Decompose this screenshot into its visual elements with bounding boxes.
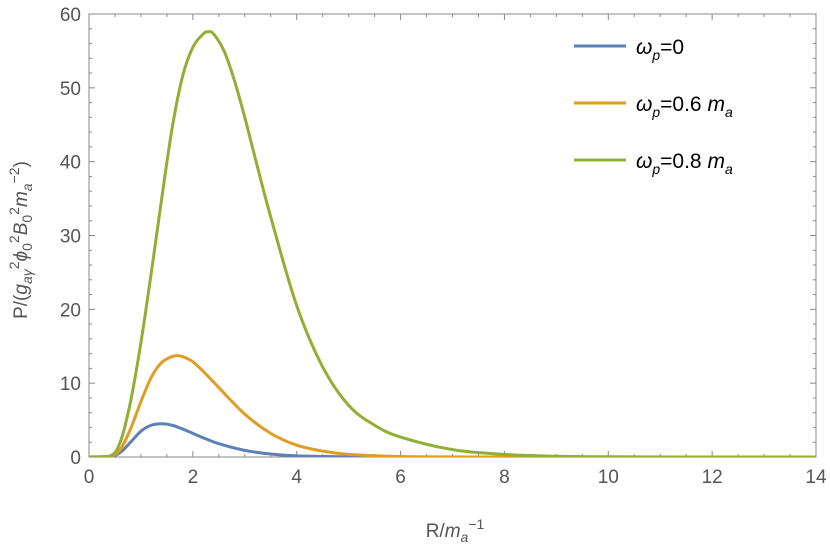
legend-label: ωp=0.8 ma: [636, 150, 733, 177]
series-line-1: [89, 422, 816, 457]
legend-item-2: ωp=0.6 ma: [574, 93, 733, 120]
series-line-3: [89, 30, 816, 457]
plot-frame: [88, 13, 817, 458]
legend-item-3: ωp=0.8 ma: [574, 150, 733, 177]
x-tick-label: 8: [499, 467, 510, 488]
axes: [88, 13, 817, 458]
y-tick-label: 0: [70, 448, 81, 469]
x-tick-label: 0: [84, 467, 95, 488]
y-tick-label: 30: [60, 227, 81, 248]
y-axis-label: P/(gaγ2ϕ02B02ma−2): [6, 161, 35, 319]
y-ticks: 0 10 20 30 40 50 60: [60, 5, 816, 469]
y-tick-label: 20: [60, 300, 81, 321]
x-tick-label: 2: [188, 467, 199, 488]
legend: ωp=0 ωp=0.6 ma ωp=0.8 ma: [574, 36, 733, 177]
x-axis-label: R/ma−1: [426, 516, 485, 545]
y-tick-label: 50: [60, 79, 81, 100]
x-ticks: 0 2 4 6 8 10 12 14: [84, 14, 827, 488]
x-tick-label: 4: [291, 467, 302, 488]
x-tick-label: 6: [395, 467, 406, 488]
x-tick-label: 12: [702, 467, 723, 488]
legend-item-1: ωp=0: [574, 36, 684, 63]
series-layer: [89, 30, 816, 457]
series-line-2: [89, 354, 816, 457]
y-tick-label: 10: [60, 374, 81, 395]
y-tick-label: 40: [60, 153, 81, 174]
x-tick-label: 10: [598, 467, 619, 488]
x-tick-label: 14: [805, 467, 827, 488]
legend-label: ωp=0: [636, 36, 684, 63]
legend-label: ωp=0.6 ma: [636, 93, 733, 120]
y-tick-label: 60: [60, 5, 81, 26]
